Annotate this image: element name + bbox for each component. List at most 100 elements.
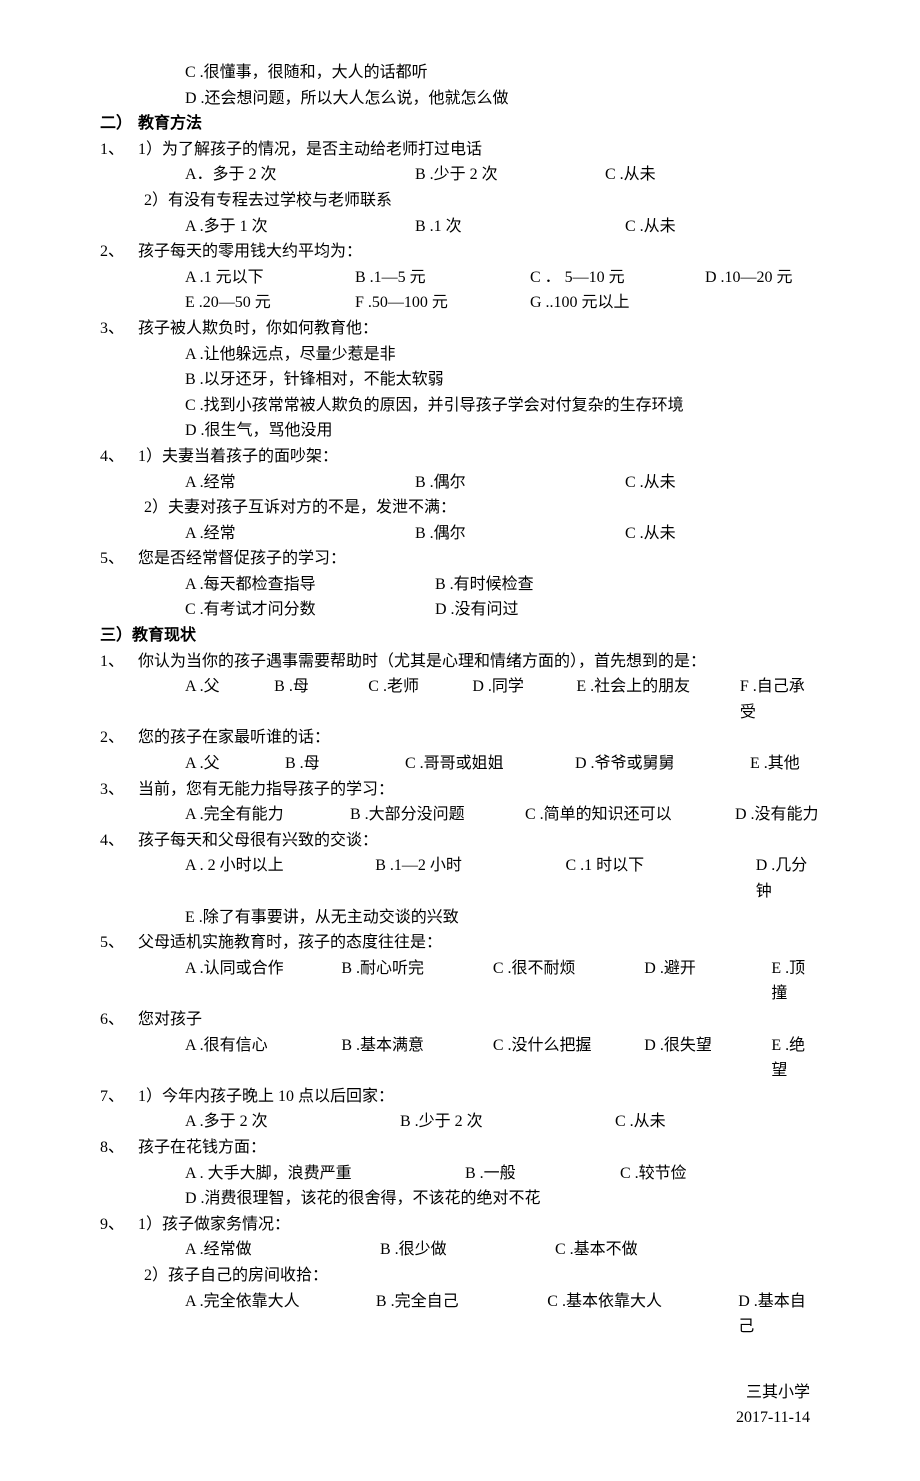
intro-option-d: D .还会想问题，所以大人怎么说，他就怎么做 [185,86,820,112]
q-text: 您对孩子 [138,1007,202,1033]
opt-b: B .偶尔 [415,470,625,496]
opt-d: D .同学 [472,674,576,725]
opt-b: B .大部分没问题 [350,802,525,828]
section-2-header: 二）教育方法 [100,111,820,137]
opt-e: E .顶撞 [771,956,820,1007]
opt-a: A .认同或合作 [185,956,341,1007]
opt-c: C .基本依靠大人 [547,1289,738,1340]
q-text: 孩子在花钱方面： [138,1135,266,1161]
signature-date: 2017-11-14 [100,1405,810,1431]
opt-a: A .父 [185,751,285,777]
opt-c: C .没什么把握 [493,1033,644,1084]
opt-c: C .从未 [605,162,656,188]
opt-a: A .每天都检查指导 [185,572,435,598]
opt-a: A .1 元以下 [185,265,355,291]
opt-d: D .爷爷或舅舅 [575,751,750,777]
opt-e: E .其他 [750,751,800,777]
sec3-q9-sub2: 2）孩子自己的房间收拾： [144,1263,820,1289]
opt-d: D .消费很理智，该花的很舍得，不该花的绝对不花 [185,1186,541,1212]
opt-c: C .从未 [625,214,676,240]
opt-c: C .从未 [625,521,676,547]
opt-f: F .自己承受 [740,674,820,725]
opt-a: A .经常做 [185,1237,380,1263]
sec3-q8-answers-1: A . 大手大脚，浪费严重 B .一般 C .较节俭 [185,1161,820,1187]
q-text: 当前，您有无能力指导孩子的学习： [138,777,394,803]
sec3-q7-answers: A .多于 2 次 B .少于 2 次 C .从未 [185,1109,820,1135]
opt-e: E .社会上的朋友 [576,674,739,725]
q-num: 4、 [100,444,138,470]
opt-c: C .哥哥或姐姐 [405,751,575,777]
opt-b: B .母 [274,674,368,725]
signature-block: 三其小学 2017-11-14 [100,1380,810,1431]
sec3-q7: 7、 1）今年内孩子晚上 10 点以后回家： [100,1084,820,1110]
sec3-q6-answers: A .很有信心 B .基本满意 C .没什么把握 D .很失望 E .绝望 [185,1033,820,1084]
opt-b: B .基本满意 [341,1033,492,1084]
sec2-q5-answers-1: A .每天都检查指导 B .有时候检查 [185,572,820,598]
section-3-title: 教育现状 [132,627,196,644]
opt-a: A .很有信心 [185,1033,341,1084]
sec3-q1: 1、 你认为当你的孩子遇事需要帮助时（尤其是心理和情绪方面的），首先想到的是： [100,649,820,675]
q-text: 您的孩子在家最听谁的话： [138,725,330,751]
q-num: 9、 [100,1212,138,1238]
opt-a: A .经常 [185,521,415,547]
opt-e: E .除了有事要讲，从无主动交谈的兴致 [185,905,459,931]
q-num: 8、 [100,1135,138,1161]
q-text: 1）夫妻当着孩子的面吵架： [138,444,338,470]
sec2-q2-answers-1: A .1 元以下 B .1—5 元 C ． 5—10 元 D .10—20 元 [185,265,820,291]
opt-a: A .完全有能力 [185,802,350,828]
opt-c: C ． 5—10 元 [530,265,705,291]
q-text: 孩子每天和父母很有兴致的交谈： [138,828,378,854]
q-num: 5、 [100,930,138,956]
sec2-q4-sub2: 2）夫妻对孩子互诉对方的不是，发泄不满： [144,495,820,521]
opt-b: B .少于 2 次 [400,1109,615,1135]
sec2-q3: 3、 孩子被人欺负时，你如何教育他： [100,316,820,342]
opt-d: D .没有能力 [735,802,819,828]
sec3-q9-sub1-answers: A .经常做 B .很少做 C .基本不做 [185,1237,820,1263]
opt-g: G ..100 元以上 [530,290,630,316]
sec2-q3-a: A .让他躲远点，尽量少惹是非 [185,342,820,368]
q-num: 5、 [100,546,138,572]
q-num: 1、 [100,137,138,163]
opt-d: D .很失望 [644,1033,771,1084]
intro-option-c: C .很懂事，很随和，大人的话都听 [185,60,820,86]
q-num: 7、 [100,1084,138,1110]
sec2-q4-sub2-answers: A .经常 B .偶尔 C .从未 [185,521,820,547]
section-3-num: 三） [100,627,132,644]
sec2-q1-sub2-answers: A .多于 1 次 B .1 次 C .从未 [185,214,820,240]
opt-d: D .没有问过 [435,597,519,623]
opt-b: B .1—5 元 [355,265,530,291]
opt-a: A . 2 小时以上 [185,853,375,904]
opt-e: E .绝望 [771,1033,820,1084]
q-num: 3、 [100,316,138,342]
sec3-q3-answers: A .完全有能力 B .大部分没问题 C .简单的知识还可以 D .没有能力 [185,802,820,828]
opt-c: C .从未 [615,1109,666,1135]
q-text: 孩子被人欺负时，你如何教育他： [138,316,378,342]
section-2-num: 二） [100,111,138,137]
signature-school: 三其小学 [100,1380,810,1406]
sec3-q2: 2、 您的孩子在家最听谁的话： [100,725,820,751]
opt-d: D .基本自己 [738,1289,820,1340]
sec3-q6: 6、 您对孩子 [100,1007,820,1033]
opt-d: D .几分钟 [756,853,820,904]
opt-b: B .偶尔 [415,521,625,547]
opt-c: C .有考试才问分数 [185,597,435,623]
opt-a: A .完全依靠大人 [185,1289,376,1340]
sec3-q8-answers-2: D .消费很理智，该花的很舍得，不该花的绝对不花 [185,1186,820,1212]
opt-b: B .少于 2 次 [415,162,605,188]
sec3-q1-answers: A .父 B .母 C .老师 D .同学 E .社会上的朋友 F .自己承受 [185,674,820,725]
sec3-q9-sub2-answers: A .完全依靠大人 B .完全自己 C .基本依靠大人 D .基本自己 [185,1289,820,1340]
opt-c: C .简单的知识还可以 [525,802,735,828]
sec2-q3-c: C .找到小孩常常被人欺负的原因，并引导孩子学会对付复杂的生存环境 [185,393,820,419]
section-2-title: 教育方法 [138,115,202,132]
sec3-q5-answers: A .认同或合作 B .耐心听完 C .很不耐烦 D .避开 E .顶撞 [185,956,820,1007]
opt-a: A .多于 1 次 [185,214,415,240]
sec2-q1-sub1-answers: A．多于 2 次 B .少于 2 次 C .从未 [185,162,820,188]
sec2-q5: 5、 您是否经常督促孩子的学习： [100,546,820,572]
sec2-q4-sub1: 4、 1）夫妻当着孩子的面吵架： [100,444,820,470]
q-text: 1）今年内孩子晚上 10 点以后回家： [138,1084,394,1110]
opt-c: C .从未 [625,470,676,496]
opt-a: A . 大手大脚，浪费严重 [185,1161,465,1187]
sec2-q3-b: B .以牙还牙，针锋相对，不能太软弱 [185,367,820,393]
q-num: 2、 [100,725,138,751]
sec2-q4-sub1-answers: A .经常 B .偶尔 C .从未 [185,470,820,496]
